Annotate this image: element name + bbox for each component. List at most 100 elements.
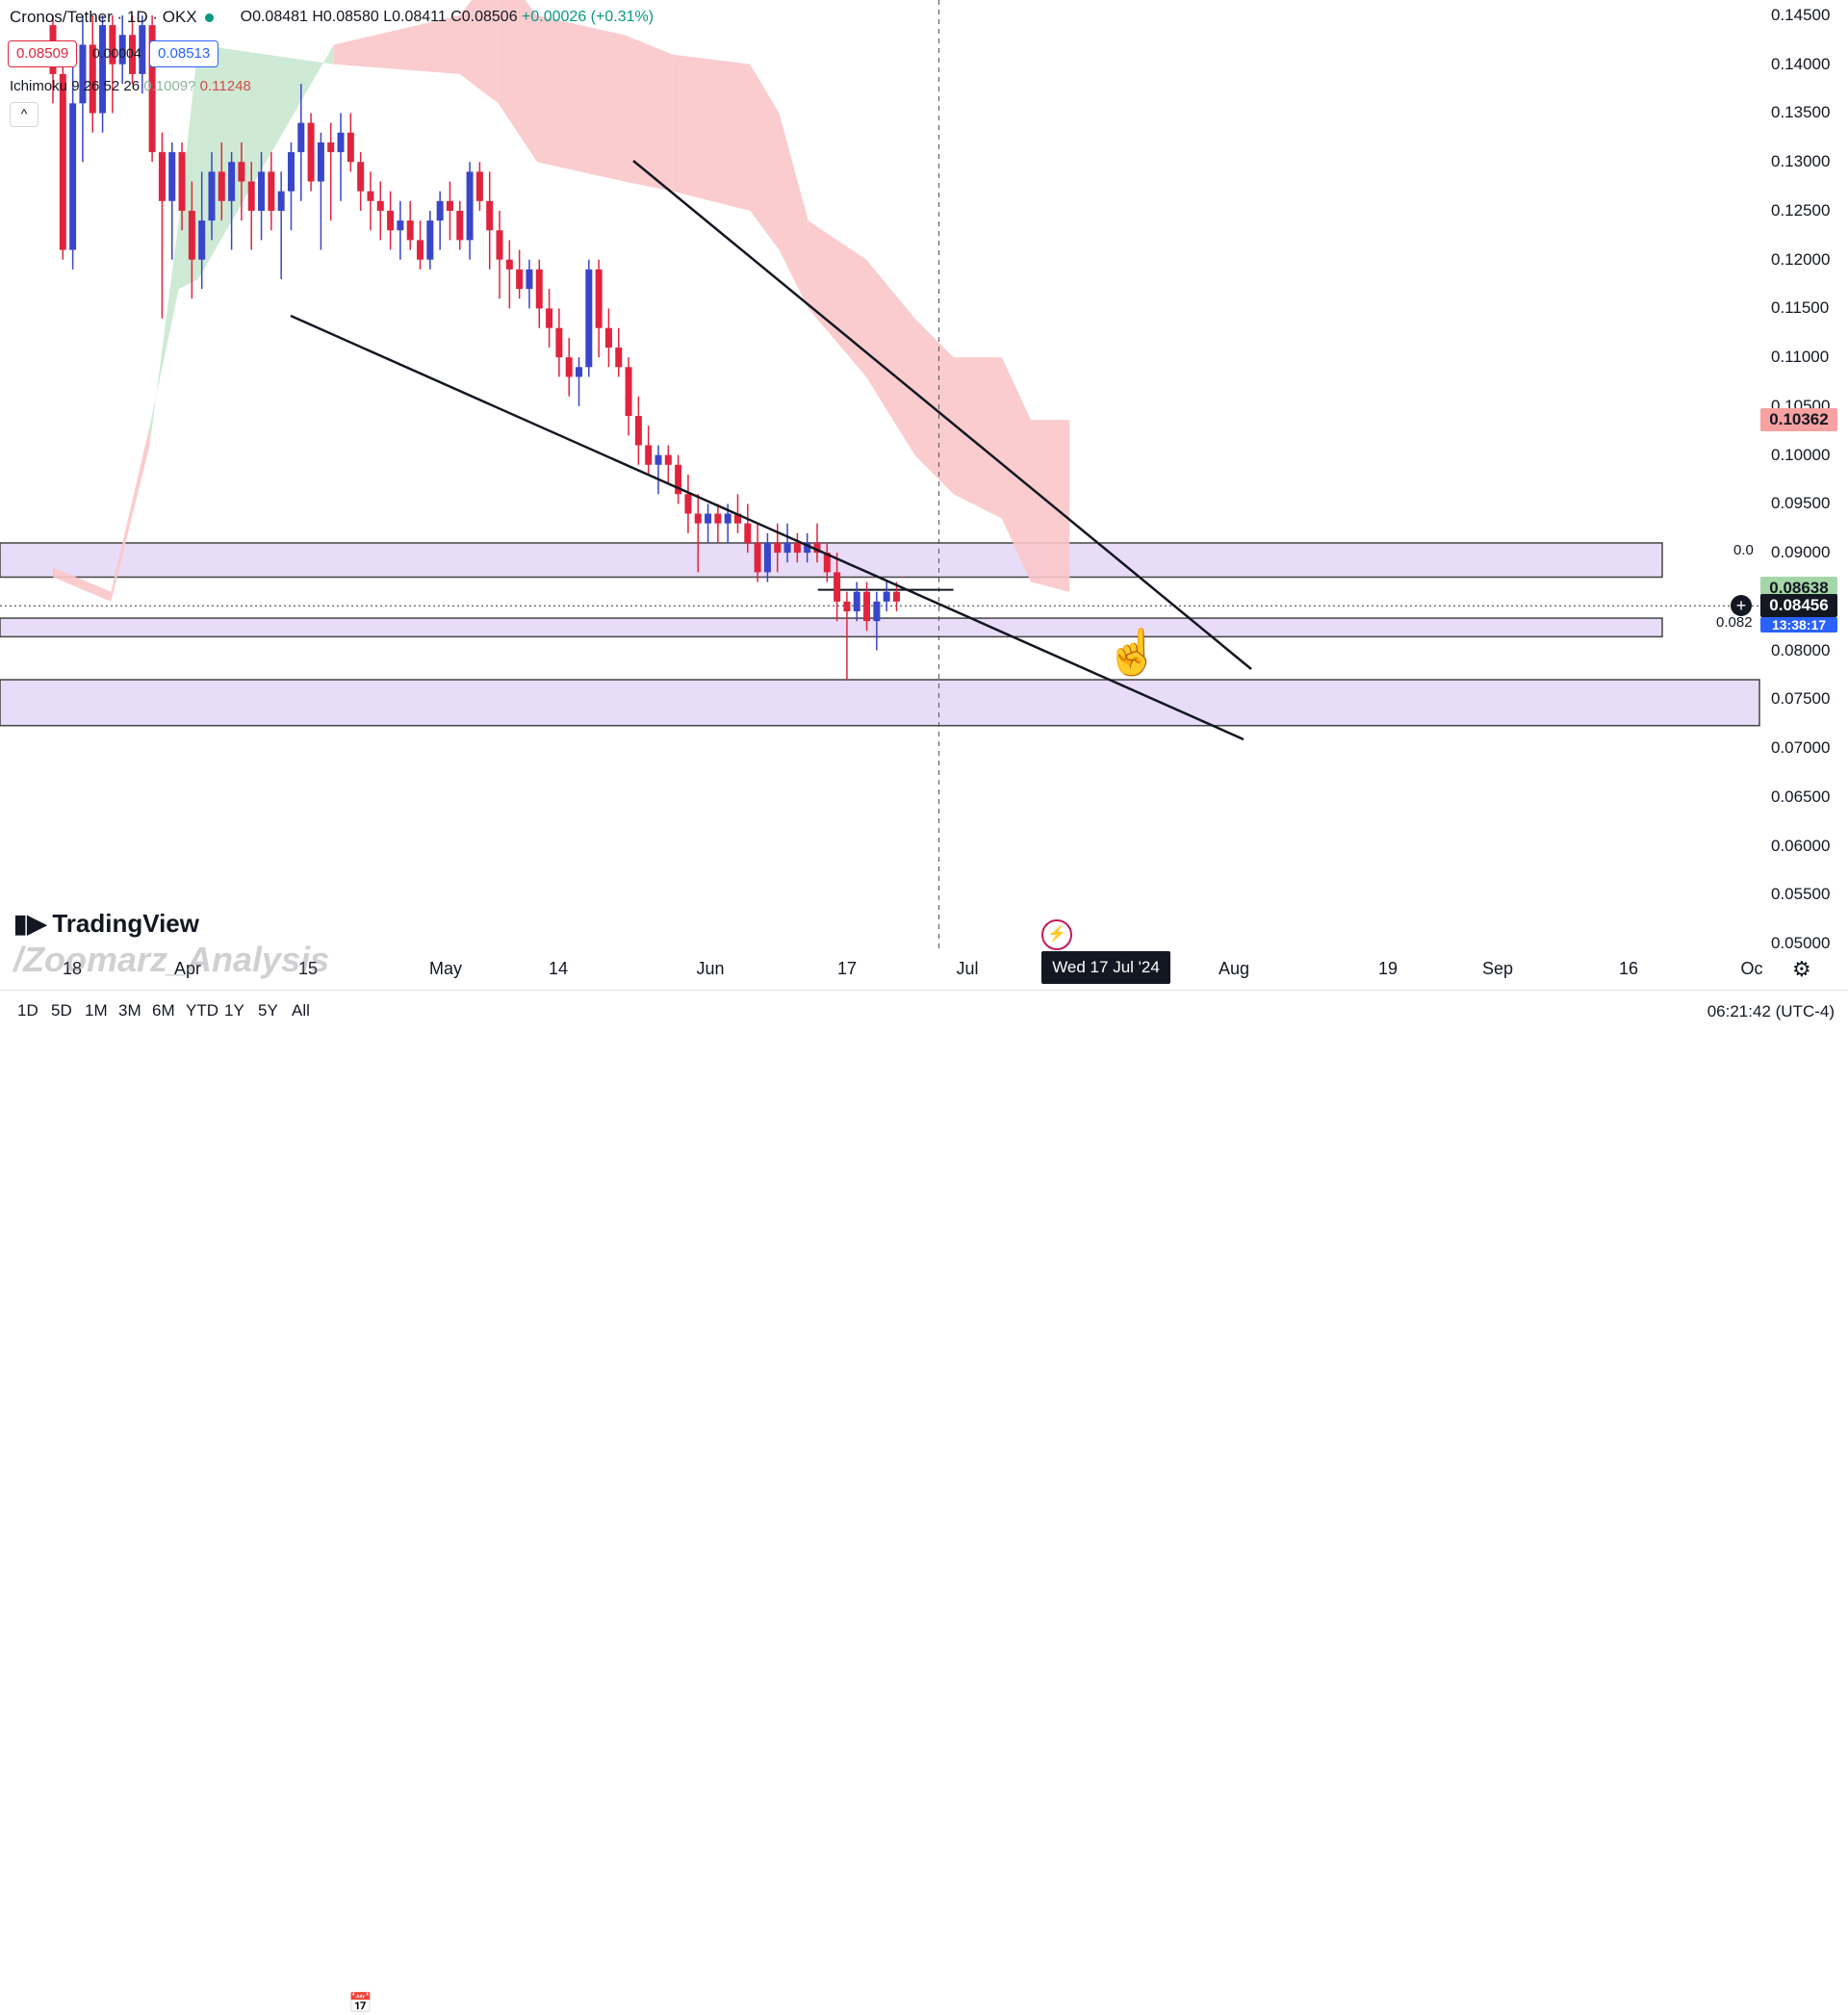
market-status-dot [204, 13, 214, 22]
calendar-icon[interactable]: 📅 [348, 1993, 372, 2014]
brand-name: TradingView [52, 909, 199, 938]
candle-body [664, 454, 672, 465]
tradingview-logo: ▮▶ TradingView [13, 909, 199, 939]
candle-body [585, 269, 593, 368]
utc-clock[interactable]: 06:21:42 (UTC-4) [1707, 1002, 1835, 1020]
candle-body [337, 132, 345, 153]
ichimoku-cloud-segment [624, 35, 673, 192]
candle-body [892, 591, 900, 602]
candle-body [763, 542, 771, 573]
candle-body [516, 269, 524, 290]
candle-body [198, 220, 206, 260]
collapse-legend-button[interactable]: ^ [10, 102, 38, 127]
settings-gear-icon[interactable]: ⚙ [1792, 957, 1811, 981]
candle-body [843, 601, 851, 611]
candle-body [724, 513, 732, 524]
candle-body [376, 200, 384, 211]
candle-body [466, 171, 474, 241]
bottom-toolbar: 1D 5D 1M 3M 6M YTD 1Y 5Y All 📅 06:21:42 (UTC-4) [0, 990, 1848, 2014]
ichimoku-cloud-segment [459, 0, 499, 104]
ohlc-low: L0.08411 [383, 9, 447, 25]
candle-body [625, 367, 632, 417]
ichimoku-cloud-segment [808, 220, 867, 377]
ichimoku-cloud-segment [333, 15, 460, 74]
ichimoku-cloud-segment [498, 0, 537, 163]
candle-body [89, 44, 96, 114]
candle-body [555, 327, 563, 358]
candle-body [744, 523, 752, 543]
candle-body [733, 513, 741, 524]
candle-body [834, 572, 841, 602]
candle-body [496, 230, 503, 260]
timeframe-1d[interactable]: 1D [17, 1001, 38, 1020]
candle-body [475, 171, 483, 201]
buy-price-button[interactable]: 0.08513 [149, 40, 219, 67]
tradingview-logo-icon: ▮▶ [13, 909, 47, 938]
ichimoku-cloud-segment [1001, 357, 1032, 582]
price-axis-label: 0.13500 [1771, 103, 1831, 122]
timeframe-3m[interactable]: 3M [118, 1001, 141, 1020]
candle-body [526, 269, 533, 290]
candle-body [307, 122, 315, 182]
timeframe-6m[interactable]: 6M [152, 1001, 175, 1020]
symbol-title[interactable]: Cronos/Tether · 1D · OKX [10, 8, 197, 26]
price-axis-label: 0.13000 [1771, 152, 1831, 171]
ichimoku-cloud-segment [672, 54, 751, 211]
candle-body [118, 35, 126, 65]
sell-price-button[interactable]: 0.08509 [8, 40, 78, 67]
candle-body [228, 162, 236, 201]
price-axis-label: 0.11000 [1771, 348, 1830, 367]
candle-body [346, 132, 354, 163]
candle-body [79, 44, 87, 104]
candle-body [188, 210, 195, 260]
chart-header: Cronos/Tether · 1D · OKX O0.08481 H0.085… [10, 8, 654, 27]
channel-watermark: /Zoomarz_Analysis [13, 940, 330, 979]
crosshair-add-icon[interactable]: + [1731, 595, 1752, 616]
candle-body [714, 513, 722, 524]
time-axis-label: Oc [1740, 959, 1763, 978]
candle-body [783, 542, 791, 554]
candle-body [873, 601, 881, 622]
support-resistance-zone [0, 679, 1760, 727]
ichimoku-span-a-value: 0.1009? [143, 78, 196, 94]
candle-body [208, 171, 216, 221]
side-label-lower: 0.082 [1716, 614, 1753, 631]
price-chart[interactable] [0, 0, 1848, 1040]
time-axis-label: Sep [1481, 959, 1514, 978]
last-price-tag: 0.08456 [1760, 594, 1837, 618]
timeframe-5y[interactable]: 5Y [258, 1001, 278, 1020]
candle-body [406, 220, 414, 241]
price-axis-label: 0.11500 [1771, 298, 1830, 318]
replay-icon[interactable]: ⚡ [1041, 919, 1072, 950]
timeframe-ytd[interactable]: YTD [186, 1001, 218, 1020]
spread-value: 0.00004 [92, 45, 141, 61]
candle-body [705, 513, 712, 524]
timeframe-5d[interactable]: 5D [51, 1001, 72, 1020]
ichimoku-label: Ichimoku 9 26 52 26 [10, 78, 141, 94]
ichimoku-legend[interactable]: Ichimoku 9 26 52 26 0.1009? 0.11248 [10, 78, 251, 94]
candle-body [456, 210, 464, 241]
price-axis-label: 0.12500 [1771, 200, 1831, 220]
price-axis-label: 0.05500 [1771, 885, 1831, 904]
crosshair-date-label: Wed 17 Jul '24 [1041, 951, 1170, 984]
hand-cursor-icon: ☝ [1105, 627, 1161, 677]
candle-body [505, 259, 513, 270]
ichimoku-cloud-segment [750, 64, 780, 250]
time-axis-label: 17 [836, 959, 858, 978]
candle-body [675, 464, 682, 495]
candle-body [317, 142, 324, 182]
price-axis-label: 0.06000 [1771, 836, 1831, 855]
timeframe-1m[interactable]: 1M [85, 1001, 108, 1020]
timeframe-1y[interactable]: 1Y [224, 1001, 244, 1020]
timeframe-all[interactable]: All [292, 1001, 310, 1020]
time-axis-label: 14 [548, 959, 569, 978]
candle-body [128, 35, 136, 74]
ichimoku-cloud-segment [111, 426, 150, 602]
side-label-upper: 0.0 [1733, 542, 1754, 558]
candle-body [615, 348, 623, 368]
candle-body [634, 416, 642, 446]
candle-body [694, 513, 702, 524]
support-resistance-zone [0, 617, 1663, 638]
candle-body [813, 542, 821, 554]
price-axis-label: 0.14500 [1771, 6, 1831, 24]
